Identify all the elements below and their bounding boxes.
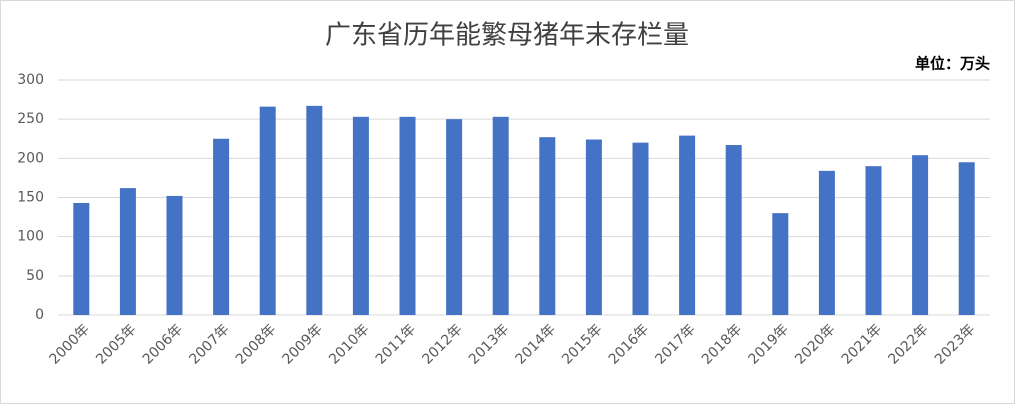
bar bbox=[213, 138, 230, 315]
y-tick-label: 150 bbox=[17, 190, 44, 206]
y-tick-label: 0 bbox=[35, 307, 44, 323]
bar bbox=[399, 116, 416, 315]
unit-label: 单位：万头 bbox=[915, 55, 990, 73]
bar bbox=[818, 170, 835, 315]
bar bbox=[585, 139, 602, 315]
bar bbox=[865, 166, 882, 315]
bar bbox=[492, 116, 509, 315]
chart-title: 广东省历年能繁母猪年末存栏量 bbox=[325, 21, 689, 51]
bar bbox=[259, 106, 276, 315]
bar bbox=[306, 105, 323, 315]
bar bbox=[958, 162, 975, 315]
y-tick-label: 50 bbox=[26, 268, 44, 284]
y-tick-label: 100 bbox=[17, 229, 44, 245]
bar bbox=[352, 116, 369, 315]
bar bbox=[632, 142, 649, 315]
bar bbox=[912, 155, 929, 315]
bar bbox=[166, 195, 183, 315]
bar bbox=[119, 188, 136, 315]
bar bbox=[679, 135, 696, 315]
bar bbox=[725, 145, 742, 315]
bar bbox=[73, 202, 90, 315]
y-tick-label: 200 bbox=[17, 150, 44, 166]
bar bbox=[772, 213, 789, 315]
y-tick-label: 250 bbox=[17, 111, 44, 127]
y-tick-label: 300 bbox=[17, 72, 44, 88]
bar bbox=[539, 137, 556, 315]
bar bbox=[446, 119, 463, 316]
